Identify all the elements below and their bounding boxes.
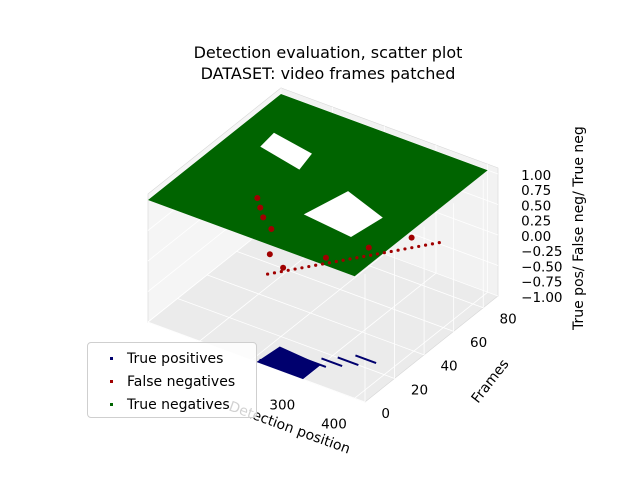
z-tick-1: 0.75 xyxy=(521,183,551,199)
tick-labels: 300 400 0 20 40 60 80 1.000.750.500.250.00−0.25… xyxy=(269,168,562,433)
false-negative-streak-16 xyxy=(375,252,380,256)
false-negative-streak-6 xyxy=(307,264,311,269)
true-negatives-plane xyxy=(148,94,488,277)
grid-floor-x-3 xyxy=(302,272,437,380)
y-tick-40: 40 xyxy=(440,359,457,375)
false-negative-point-5 xyxy=(280,264,287,271)
legend-label-true-negatives: True negatives xyxy=(127,396,230,413)
false-negative-streak-21 xyxy=(410,246,414,250)
false-negative-streak-12 xyxy=(348,257,352,261)
y-tick-60: 60 xyxy=(470,335,487,351)
z-tick-7: −0.75 xyxy=(521,275,562,291)
false-negative-streak-3 xyxy=(286,268,290,272)
true-negatives-gap-1 xyxy=(303,191,383,237)
false-negative-streak-5 xyxy=(300,266,304,270)
z-tick-3: 0.25 xyxy=(521,214,551,230)
false-negative-streak-2 xyxy=(279,269,283,274)
grid-floor-y-2 xyxy=(206,274,425,356)
false-negative-point-3 xyxy=(268,225,275,232)
false-negative-streak-14 xyxy=(362,254,366,259)
false-negative-streak-15 xyxy=(369,253,373,257)
false-negative-streak-9 xyxy=(327,261,332,265)
false-negative-streak-23 xyxy=(423,243,428,247)
chart-title-line-1: Detection evaluation, scatter plot xyxy=(194,43,463,62)
true-positive-segment-1 xyxy=(273,358,296,369)
y-tick-80: 80 xyxy=(500,312,517,328)
legend: True positives False negatives True nega… xyxy=(87,342,257,418)
z-tick-8: −1.00 xyxy=(521,290,562,306)
grid-floor-x-4 xyxy=(354,291,488,399)
legend-item-true-negatives: True negatives xyxy=(96,393,248,416)
false-negative-streak-24 xyxy=(430,242,435,246)
false-negative-point-6 xyxy=(322,254,329,261)
false-negative-streak-18 xyxy=(389,249,393,254)
z-axis-label: True pos/ False neg/ True neg xyxy=(571,126,587,331)
false-negative-streak-0 xyxy=(266,272,270,276)
false-negative-streak-10 xyxy=(334,259,338,264)
false-negative-point-8 xyxy=(408,234,415,241)
false-negative-streak-1 xyxy=(272,271,277,275)
false-negative-streak-20 xyxy=(403,247,407,251)
true-positive-segment-2 xyxy=(288,359,311,369)
legend-label-true-positives: True positives xyxy=(127,350,224,367)
legend-label-false-negatives: False negatives xyxy=(127,373,236,390)
true-positive-segment-3 xyxy=(304,358,327,368)
false-negative-streak-19 xyxy=(396,248,400,252)
legend-item-true-positives: True positives xyxy=(96,347,248,370)
z-tick-5: −0.25 xyxy=(521,244,562,260)
false-negative-point-1 xyxy=(257,204,264,211)
z-tick-2: 0.50 xyxy=(521,198,551,214)
false-negative-streak-17 xyxy=(382,251,386,255)
true-negatives-gap-0 xyxy=(260,132,312,170)
x-tick-300: 300 xyxy=(269,398,295,414)
data-marks xyxy=(148,94,488,380)
false-negative-point-0 xyxy=(254,194,261,201)
true-positive-segment-6 xyxy=(355,354,377,364)
z-tick-0: 1.00 xyxy=(521,168,551,184)
legend-marker-true-negatives xyxy=(110,403,113,406)
grid-floor-x-2 xyxy=(251,253,385,361)
legend-item-false-negatives: False negatives xyxy=(96,370,248,393)
false-negative-streak-8 xyxy=(320,262,325,266)
false-negative-streak-25 xyxy=(437,241,441,245)
false-negative-point-4 xyxy=(266,251,273,258)
true-positive-segment-4 xyxy=(321,357,343,367)
y-tick-0: 0 xyxy=(381,406,390,422)
z-tick-6: −0.50 xyxy=(521,259,562,275)
true-positive-segment-5 xyxy=(337,356,359,367)
false-negative-streak-13 xyxy=(355,256,359,260)
chart-title-line-2: DATASET: video frames patched xyxy=(201,64,456,83)
false-negative-streak-7 xyxy=(314,263,318,267)
true-positive-segment-0 xyxy=(259,358,281,369)
y-axis-label: Frames xyxy=(469,356,513,406)
z-tick-4: 0.00 xyxy=(521,229,551,245)
y-tick-20: 20 xyxy=(411,382,428,398)
x-tick-400: 400 xyxy=(321,417,347,433)
true-positives-cluster xyxy=(256,346,321,380)
grid-floor-y-3 xyxy=(236,250,454,332)
false-negative-point-7 xyxy=(365,244,372,251)
false-negative-streak-4 xyxy=(293,267,297,271)
legend-marker-true-positives xyxy=(110,357,113,360)
false-negative-streak-22 xyxy=(417,244,421,249)
legend-marker-false-negatives xyxy=(110,380,113,383)
false-negative-point-2 xyxy=(260,214,267,221)
false-negative-streak-11 xyxy=(341,258,345,262)
